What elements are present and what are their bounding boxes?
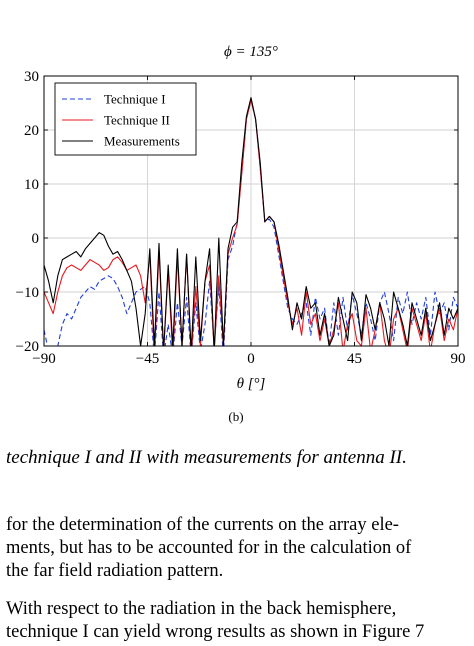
- chart-svg: ϕ = 135° −90 −45 0 45 90 −20 −10 0 10 20 30 Techni…: [16, 44, 466, 424]
- x-tick-label: 45: [347, 351, 362, 367]
- x-tick-label: 90: [451, 351, 466, 367]
- body-paragraph-2: With respect to the radiation in the bac…: [6, 598, 474, 644]
- paragraph-line: technique I can yield wrong results as s…: [6, 622, 425, 642]
- panel-label: (b): [228, 409, 243, 424]
- x-tick-label: 0: [247, 351, 255, 367]
- legend-label: Technique I: [104, 92, 166, 107]
- y-tick-label: −20: [16, 339, 39, 355]
- legend-box: [54, 82, 197, 156]
- body-paragraph-1: for the determination of the currents on…: [6, 514, 474, 583]
- legend-label: Measurements: [104, 134, 180, 149]
- chart-figure: ϕ = 135° −90 −45 0 45 90 −20 −10 0 10 20 30 Techni…: [16, 44, 466, 424]
- axis-ticks: −90 −45 0 45 90 −20 −10 0 10 20 30: [16, 69, 466, 367]
- x-tick-label: −90: [32, 351, 55, 367]
- series-line-technique-ii: [44, 99, 458, 346]
- y-tick-label: 10: [24, 177, 39, 193]
- figure-caption: technique I and II with measurements for…: [6, 447, 407, 468]
- paragraph-line: With respect to the radiation in the bac…: [6, 599, 397, 619]
- y-tick-label: 0: [32, 231, 40, 247]
- y-tick-label: −10: [16, 285, 39, 301]
- x-tick-label: −45: [136, 351, 159, 367]
- paragraph-line: the far field radiation pattern.: [6, 561, 224, 581]
- legend: Technique I Technique II Measurements: [54, 82, 197, 156]
- series-line-measurements: [44, 97, 458, 346]
- x-axis-label: θ [°]: [237, 376, 266, 392]
- series-layer: [44, 97, 458, 346]
- y-tick-label: 20: [24, 123, 39, 139]
- paragraph-line: for the determination of the currents on…: [6, 515, 399, 535]
- legend-label: Technique II: [104, 113, 170, 128]
- paragraph-line: ments, but has to be accounted for in th…: [6, 538, 412, 558]
- chart-title: ϕ = 135°: [224, 44, 278, 60]
- y-tick-label: 30: [24, 69, 39, 85]
